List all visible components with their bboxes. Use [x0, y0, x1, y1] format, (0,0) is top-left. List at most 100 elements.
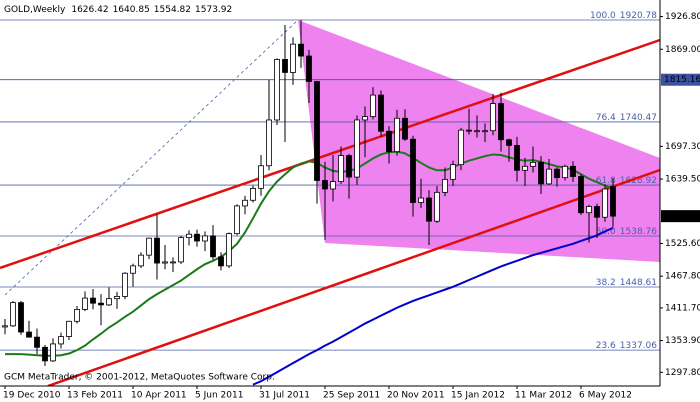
candle-body: [610, 186, 616, 217]
footer: GCM MetaTrader, © 2001-2012, MetaQuotes …: [4, 373, 275, 383]
fib-ratio: 61.8: [596, 176, 616, 186]
x-tick-label: 13 Feb 2011: [67, 391, 123, 401]
candle-body: [530, 161, 536, 167]
moving-average: [252, 227, 614, 386]
candle-body: [330, 181, 336, 190]
candle-body: [570, 165, 576, 177]
x-tick-label: 15 Jan 2012: [451, 391, 505, 401]
candle-body: [322, 180, 328, 190]
candle-body: [338, 155, 344, 183]
y-tick-label: 1411.70: [665, 303, 700, 313]
candle-body: [594, 206, 600, 218]
level-price-label: 1815.16: [664, 75, 700, 85]
current-price-label: 1573.92: [664, 212, 700, 222]
fib-ratio: 100.0: [590, 10, 616, 20]
x-tick-label: 5 Jun 2011: [195, 391, 243, 401]
candle-body: [274, 59, 280, 121]
candle-body: [154, 237, 160, 264]
candle-body: [186, 233, 192, 238]
candle-body: [26, 331, 32, 338]
x-tick-label: 11 Mar 2012: [515, 391, 572, 401]
x-tick-label: 6 May 2012: [579, 391, 632, 401]
candle-body: [202, 235, 208, 242]
candle-body: [546, 168, 552, 185]
candle-body: [10, 302, 16, 327]
candle-body: [346, 155, 352, 178]
fib-label: 38.2 1448.61: [596, 278, 657, 288]
candle-body: [602, 188, 608, 218]
candle-body: [562, 165, 568, 179]
x-tick-label: 20 Nov 2011: [387, 391, 445, 401]
candle-body: [378, 94, 384, 132]
candle-body: [426, 197, 432, 222]
fib-label: 100.0 1920.78: [590, 10, 657, 20]
candle-body: [2, 325, 8, 328]
candle-body: [386, 130, 392, 153]
candle-body: [586, 206, 592, 214]
candle-body: [194, 233, 200, 242]
candle-body: [418, 197, 424, 203]
candle-body: [242, 199, 248, 207]
candle-body: [82, 297, 88, 310]
candle-body: [522, 165, 528, 171]
candle-body: [402, 117, 408, 140]
candle-body: [482, 130, 488, 133]
candle-body: [258, 165, 264, 189]
fib-price: 1337.06: [620, 341, 657, 351]
candle-body: [434, 191, 440, 222]
candle-body: [130, 265, 136, 274]
high: 1640.85: [113, 5, 150, 15]
y-tick-label: 1697.30: [665, 142, 700, 152]
candle-body: [410, 138, 416, 203]
candle-body: [362, 116, 368, 121]
candle-body: [394, 117, 400, 153]
candle-body: [250, 187, 256, 201]
candle-body: [34, 336, 40, 348]
candle-body: [554, 168, 560, 179]
candle-body: [514, 145, 520, 171]
fib-label: 23.6 1337.06: [596, 341, 658, 351]
fib-ratio: 38.2: [596, 278, 616, 288]
low: 1554.82: [154, 5, 191, 15]
trend-line-lower: [47, 168, 661, 388]
trend-line-upper: [0, 38, 661, 270]
candle-body: [314, 81, 320, 181]
chart-title: GOLD,Weekly 1626.42 1640.85 1554.82 1573.92: [4, 5, 232, 15]
candle-body: [370, 94, 376, 117]
candle-body: [66, 320, 72, 337]
candle-body: [306, 55, 312, 82]
candle-body: [458, 129, 464, 166]
moving-average: [5, 150, 614, 357]
candle-body: [298, 43, 304, 57]
x-tick-label: 10 Apr 2011: [131, 391, 187, 401]
y-tick-label: 1353.90: [665, 336, 700, 346]
y-tick-label: 1297.80: [665, 368, 700, 378]
close: 1573.92: [195, 5, 232, 15]
candle-body: [178, 237, 184, 263]
fib-price: 1538.76: [620, 227, 657, 237]
candle-body: [466, 129, 472, 132]
candle-body: [74, 309, 80, 322]
candle-body: [50, 343, 56, 362]
fib-ratio: 23.6: [596, 341, 616, 351]
candle-body: [354, 119, 360, 178]
candle-body: [226, 233, 232, 267]
candle-body: [498, 103, 504, 141]
axis-strip: [0, 386, 700, 402]
candle-body: [210, 235, 216, 258]
candle-body: [538, 161, 544, 185]
y-tick-label: 1525.60: [665, 239, 700, 249]
fib-price: 1628.92: [620, 176, 657, 186]
x-tick-label: 19 Dec 2010: [3, 391, 61, 401]
candle-body: [114, 296, 120, 300]
x-tick-label: 25 Sep 2011: [323, 391, 380, 401]
open: 1626.42: [71, 5, 108, 15]
candle-body: [442, 178, 448, 193]
candle-body: [170, 261, 176, 264]
candle-body: [58, 336, 64, 345]
candle-body: [42, 346, 48, 362]
fib-ratio: 76.4: [596, 112, 616, 122]
candle-body: [218, 256, 224, 267]
